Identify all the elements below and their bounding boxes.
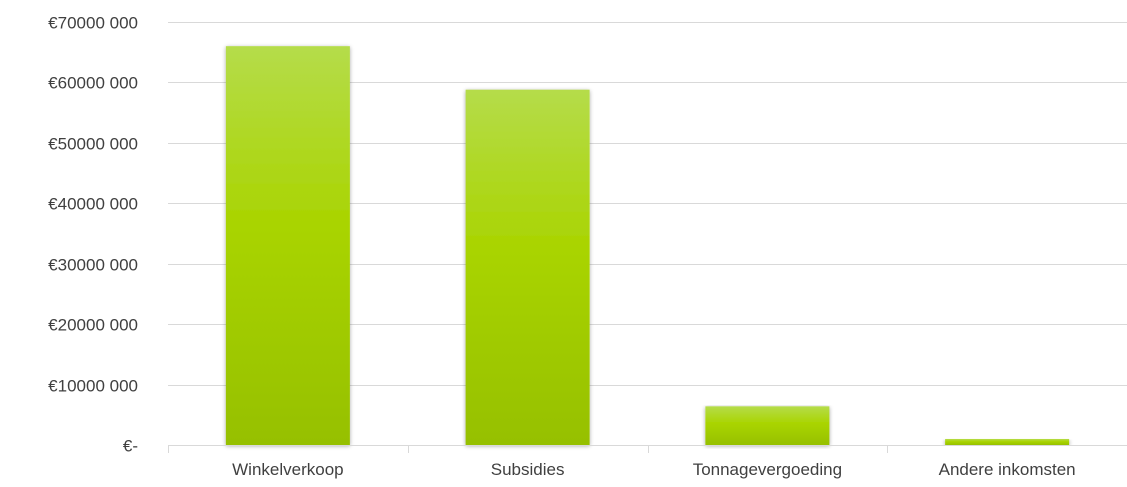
x-category-label: Andere inkomsten <box>939 460 1076 479</box>
bar <box>945 438 1070 445</box>
x-category-label: Subsidies <box>491 460 565 479</box>
x-category-label: Winkelverkoop <box>232 460 344 479</box>
y-tick-label: €20000 000 <box>48 316 138 335</box>
x-axis <box>168 445 1127 453</box>
y-tick-label: €70000 000 <box>48 14 138 33</box>
y-axis-tick-labels: €- €10000 000 €20000 000 €30000 000 €40000 0… <box>48 14 138 456</box>
y-tick-label: €60000 000 <box>48 74 138 93</box>
x-axis-category-labels: Winkelverkoop Subsidies Tonnagevergoeding A… <box>232 460 1076 479</box>
bar <box>225 46 350 446</box>
y-tick-label: €10000 000 <box>48 377 138 396</box>
bar <box>465 89 590 446</box>
bars <box>225 46 1070 446</box>
y-tick-label: €50000 000 <box>48 135 138 154</box>
y-tick-label: €40000 000 <box>48 195 138 214</box>
bar <box>705 406 830 445</box>
y-tick-label: €- <box>123 437 138 456</box>
y-tick-label: €30000 000 <box>48 256 138 275</box>
x-category-label: Tonnagevergoeding <box>693 460 842 479</box>
